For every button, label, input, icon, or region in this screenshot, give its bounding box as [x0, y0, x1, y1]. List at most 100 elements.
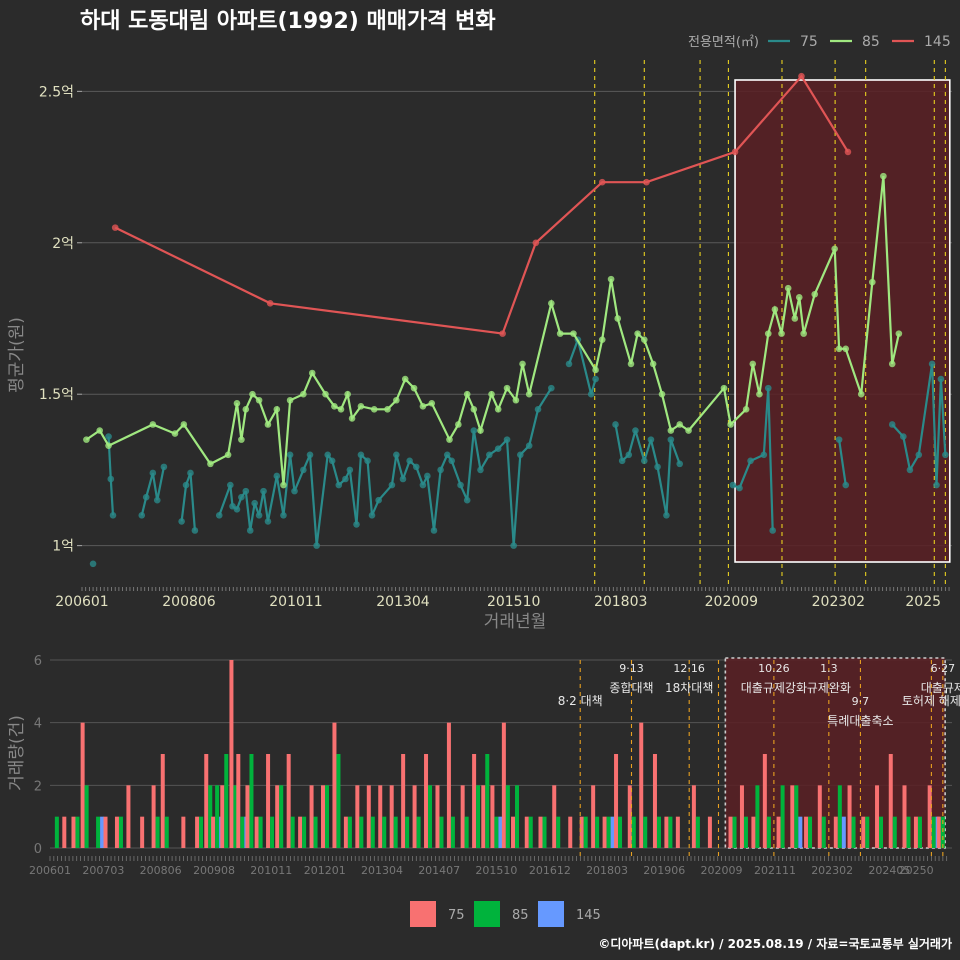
series-75-point-70 [625, 451, 633, 459]
x-tick-label-2: 201011 [269, 594, 322, 610]
series-85-point-29 [410, 384, 418, 392]
series-85-point-41 [519, 360, 526, 368]
series-75-segment-54 [472, 430, 482, 471]
series-85-point-25 [370, 406, 378, 413]
bar-85-19 [258, 816, 263, 848]
bottom-x-tick-11: 201906 [643, 864, 685, 877]
series-75-point-1 [105, 433, 112, 440]
series-85-point-74 [857, 390, 865, 398]
bottom-x-tick-6: 201304 [361, 864, 403, 877]
series-75-point-78 [729, 481, 737, 489]
bar-85-68 [865, 816, 870, 848]
series-75-point-3 [109, 512, 117, 519]
series-75-point-14 [227, 481, 234, 489]
series-85-point-15 [280, 481, 287, 489]
series-75-point-43 [399, 475, 407, 483]
series-75-segment-92 [939, 378, 947, 455]
series-85-point-11 [249, 390, 256, 398]
series-145-point-7 [798, 72, 805, 80]
bar-85-54 [668, 816, 673, 848]
series-75-point-30 [313, 542, 320, 549]
series-145-point-3 [532, 239, 540, 247]
series-75-point-38 [364, 457, 371, 465]
legend-label-145: 145 [924, 34, 951, 50]
series-75-point-54 [470, 427, 478, 434]
bar-85-15 [224, 754, 229, 848]
bar-75-50 [614, 754, 619, 848]
series-75-point-68 [612, 421, 619, 428]
x-tick-label-7: 202302 [812, 594, 865, 610]
bar-75-8 [140, 816, 145, 848]
series-85-point-58 [720, 384, 728, 392]
bottom-x-tick-16: 20250 [899, 864, 934, 877]
bar-75-49 [602, 816, 607, 848]
series-75-point-12 [191, 527, 199, 534]
series-75-segment-62 [537, 387, 553, 410]
bar-75-20 [266, 754, 271, 848]
series-85-point-75 [869, 278, 876, 286]
bar-85-35 [439, 816, 444, 848]
series-75-segment-89 [917, 363, 934, 455]
bar-75-14 [211, 816, 216, 848]
y-axis-label: 평균가(원) [7, 317, 27, 393]
bottom-y-tick-2: 4 [34, 717, 42, 732]
bar-85-40 [494, 816, 499, 848]
top-axes: 200601 200806 201011 201304 201510 201803 2020… [55, 587, 950, 610]
bar-85-53 [656, 816, 661, 848]
series-75-segment-90 [930, 363, 938, 486]
bar-85-39 [485, 754, 490, 848]
bar-75-24 [309, 785, 314, 848]
y-tick-label-2: 2억 [52, 236, 74, 252]
series-85-point-9 [238, 436, 245, 443]
series-75-segment-84 [838, 439, 847, 486]
x-tick-label-1: 200806 [162, 594, 216, 610]
series-75-point-52 [457, 481, 464, 489]
series-75-segment-5 [145, 472, 154, 498]
series-75-segment-30 [315, 454, 329, 546]
series-75-point-55 [477, 466, 484, 474]
bottom-x-tick-1: 200703 [82, 864, 124, 877]
series-75-segment-73 [649, 439, 659, 468]
bar-75-3 [80, 722, 85, 848]
bar-85-0 [54, 816, 59, 848]
series-85-point-64 [771, 306, 779, 313]
series-75-segment-27 [293, 469, 305, 492]
bottom-y-tick-0: 0 [34, 842, 42, 857]
series-85-point-36 [477, 427, 484, 434]
legend-label-85: 85 [862, 34, 880, 50]
series-75-point-85 [842, 481, 850, 489]
series-85-point-52 [640, 336, 648, 343]
series-85-point-61 [749, 360, 757, 368]
bar-145-4 [100, 816, 105, 848]
bar-75-39 [481, 785, 486, 848]
bottom-y-axis-label: 거래량(건) [7, 715, 27, 791]
bar-75-70 [888, 754, 893, 848]
policy-annotations: 8·2 대책 9·13 종합대책 12·16 18차대책 10.26 대출규제강화 1.3 규제… [558, 662, 960, 728]
bar-75-58 [728, 816, 733, 848]
series-75-segment-40 [377, 484, 393, 501]
series-75-point-75 [663, 512, 670, 519]
y-tick-label-1: 1.5억 [39, 387, 74, 403]
series-75-point-22 [260, 487, 267, 495]
bar-75-16 [229, 660, 234, 848]
series-75-segment-6 [151, 472, 159, 501]
legend-label-75: 75 [800, 34, 818, 50]
bottom-x-tick-14: 202302 [811, 864, 853, 877]
bar-75-53 [652, 754, 657, 848]
series-85-point-34 [463, 390, 471, 398]
series-75-point-46 [419, 481, 427, 489]
bar-85-20 [270, 816, 275, 848]
x-tick-label-3: 201304 [376, 594, 430, 610]
series-75-segment-38 [366, 460, 374, 516]
series-75-segment-29 [308, 454, 318, 546]
series-75-segment-25 [282, 454, 292, 516]
bar-75-52 [639, 722, 644, 848]
series-75-point-71 [632, 427, 639, 434]
bar-75-18 [245, 785, 250, 848]
bar-75-27 [343, 816, 348, 848]
series-85-point-27 [393, 396, 400, 404]
series-75-segment-13 [218, 484, 232, 516]
y-tick-label-0: 1억 [52, 539, 74, 555]
series-85-point-77 [888, 360, 896, 368]
series-85-point-22 [344, 390, 351, 398]
